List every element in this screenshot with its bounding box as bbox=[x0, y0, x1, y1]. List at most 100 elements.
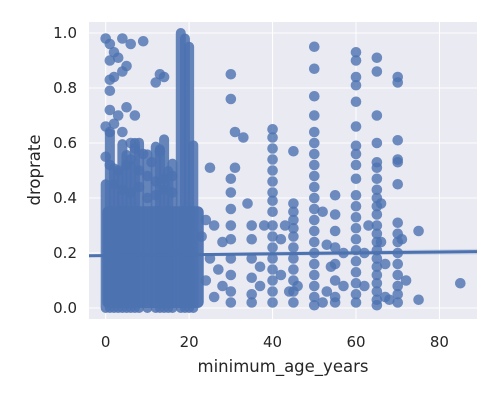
scatter-point-121 bbox=[308, 148, 320, 160]
scatter-point-29 bbox=[100, 151, 111, 163]
scatter-point-39 bbox=[108, 178, 120, 190]
scatter-point-117 bbox=[308, 90, 320, 102]
scatter-point-214 bbox=[392, 280, 404, 292]
scatter-point-28 bbox=[154, 145, 166, 157]
scatter-point-190 bbox=[371, 253, 383, 264]
scatter-point-169 bbox=[350, 277, 362, 289]
scatter-point-181 bbox=[371, 173, 383, 185]
scatter-point-151 bbox=[350, 46, 362, 58]
scatter-point-72 bbox=[246, 220, 258, 231]
scatter-point-180 bbox=[371, 162, 383, 174]
scatter-point-25 bbox=[129, 143, 141, 154]
scatter-point-109 bbox=[288, 253, 299, 264]
scatter-point-153 bbox=[350, 71, 362, 83]
scatter-point-139 bbox=[321, 286, 333, 297]
scatter-point-142 bbox=[329, 209, 341, 220]
scatter-point-45 bbox=[158, 184, 170, 196]
scatter-point-4 bbox=[125, 38, 137, 50]
scatter-point-3 bbox=[117, 33, 128, 44]
scatter-point-170 bbox=[350, 288, 362, 300]
scatter-point-7 bbox=[112, 52, 124, 64]
scatter-point-80 bbox=[258, 220, 270, 231]
scatter-point-78 bbox=[254, 261, 266, 273]
x-tick-label-3: 60 bbox=[346, 333, 365, 351]
scatter-point-52 bbox=[225, 173, 237, 185]
scatter-point-94 bbox=[267, 264, 278, 275]
scatter-point-171 bbox=[350, 297, 362, 308]
scatter-point-128 bbox=[308, 225, 320, 237]
scatter-point-140 bbox=[317, 297, 328, 308]
scatter-point-113 bbox=[288, 297, 299, 308]
scatter-point-164 bbox=[350, 222, 362, 234]
scatter-point-221 bbox=[455, 277, 466, 289]
scatter-point-53 bbox=[225, 187, 237, 198]
scatter-point-126 bbox=[308, 203, 320, 215]
scatter-point-82 bbox=[267, 132, 278, 143]
scatter-point-19 bbox=[129, 110, 141, 121]
y-tick-label-5: 1.0 bbox=[53, 24, 77, 42]
regression-line bbox=[88, 248, 478, 258]
scatter-point-48 bbox=[225, 93, 237, 105]
scatter-point-125 bbox=[308, 192, 320, 204]
scatter-point-35 bbox=[142, 170, 153, 182]
scatter-point-162 bbox=[350, 200, 362, 212]
scatter-point-114 bbox=[292, 280, 303, 292]
x-tick-label-1: 20 bbox=[180, 333, 199, 351]
scatter-point-56 bbox=[225, 233, 237, 245]
scatter-point-12 bbox=[104, 85, 116, 97]
scatter-point-118 bbox=[308, 110, 320, 121]
x-tick-label-4: 80 bbox=[430, 333, 449, 351]
scatter-point-152 bbox=[350, 55, 362, 66]
scatter-point-185 bbox=[371, 209, 383, 220]
scatter-point-60 bbox=[225, 297, 237, 308]
x-tick-label-2: 40 bbox=[263, 333, 282, 351]
scatter-point-31 bbox=[112, 165, 124, 176]
scatter-point-143 bbox=[329, 225, 341, 237]
scatter-point-96 bbox=[267, 286, 278, 297]
scatter-point-207 bbox=[392, 178, 404, 190]
scatter-point-90 bbox=[267, 220, 278, 231]
scatter-point-194 bbox=[371, 286, 383, 297]
scatter-point-160 bbox=[350, 173, 362, 185]
scatter-point-61 bbox=[204, 162, 216, 174]
scatter-point-98 bbox=[275, 233, 287, 245]
scatter-point-106 bbox=[288, 222, 299, 234]
scatter-point-172 bbox=[359, 280, 370, 292]
scatter-point-68 bbox=[213, 264, 224, 275]
scatter-point-5 bbox=[137, 35, 149, 47]
scatter-point-71 bbox=[242, 198, 253, 209]
scatter-point-199 bbox=[379, 258, 391, 270]
scatter-point-177 bbox=[371, 110, 383, 121]
scatter-point-51 bbox=[229, 162, 241, 174]
scatter-point-84 bbox=[267, 154, 278, 165]
scatter-point-16 bbox=[104, 104, 116, 116]
scatter-point-17 bbox=[112, 110, 124, 121]
scatter-point-62 bbox=[200, 214, 212, 226]
scatter-point-33 bbox=[125, 154, 137, 165]
scatter-point-133 bbox=[308, 280, 320, 292]
scatter-point-21 bbox=[104, 126, 116, 138]
scatter-point-216 bbox=[392, 297, 404, 308]
scatter-point-215 bbox=[392, 288, 404, 300]
scatter-point-49 bbox=[229, 126, 241, 138]
scatter-point-40 bbox=[117, 184, 128, 196]
scatter-point-150 bbox=[338, 280, 349, 292]
scatter-point-196 bbox=[371, 299, 383, 311]
scatter-point-57 bbox=[225, 253, 237, 264]
scatter-point-55 bbox=[225, 220, 237, 231]
scatter-points bbox=[100, 28, 466, 313]
scatter-point-18 bbox=[121, 101, 132, 113]
scatter-point-198 bbox=[375, 236, 387, 248]
scatter-point-91 bbox=[267, 231, 278, 242]
scatter-point-103 bbox=[288, 198, 299, 209]
scatter-point-44 bbox=[150, 189, 162, 201]
scatter-point-134 bbox=[308, 291, 320, 303]
scatter-point-206 bbox=[392, 156, 404, 168]
scatter-point-144 bbox=[329, 242, 341, 253]
scatter-point-193 bbox=[371, 277, 383, 289]
scatter-point-97 bbox=[267, 297, 278, 308]
scatter-point-81 bbox=[267, 123, 278, 135]
scatter-point-69 bbox=[208, 220, 220, 231]
scatter-point-155 bbox=[350, 96, 362, 108]
